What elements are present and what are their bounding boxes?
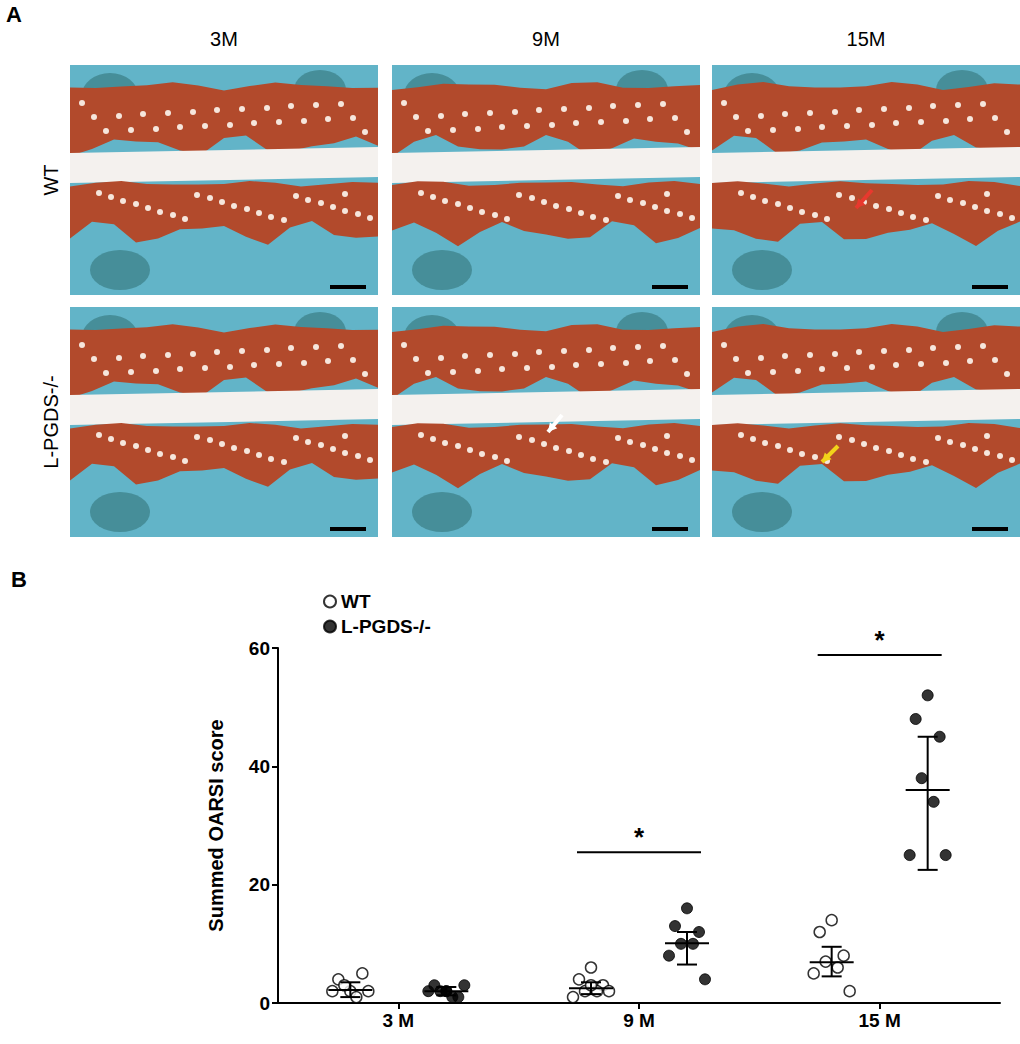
svg-text:WT: WT bbox=[341, 591, 371, 612]
svg-text:B: B bbox=[11, 567, 27, 592]
svg-text:9M: 9M bbox=[532, 28, 560, 50]
svg-text:Summed OARSI score: Summed OARSI score bbox=[205, 719, 227, 931]
svg-text:3 M: 3 M bbox=[382, 1010, 414, 1031]
svg-text:9 M: 9 M bbox=[623, 1010, 655, 1031]
svg-text:3M: 3M bbox=[210, 28, 238, 50]
svg-text:L-PGDS-/-: L-PGDS-/- bbox=[341, 616, 431, 637]
svg-text:*: * bbox=[634, 822, 645, 852]
svg-text:60: 60 bbox=[249, 638, 270, 659]
svg-text:15 M: 15 M bbox=[859, 1010, 901, 1031]
svg-text:A: A bbox=[6, 2, 22, 27]
svg-text:0: 0 bbox=[259, 993, 270, 1014]
svg-text:L-PGDS-/-: L-PGDS-/- bbox=[40, 375, 62, 468]
svg-text:*: * bbox=[875, 625, 886, 655]
svg-text:20: 20 bbox=[249, 874, 270, 895]
svg-text:WT: WT bbox=[40, 164, 62, 195]
svg-text:15M: 15M bbox=[847, 28, 886, 50]
svg-text:40: 40 bbox=[249, 756, 270, 777]
